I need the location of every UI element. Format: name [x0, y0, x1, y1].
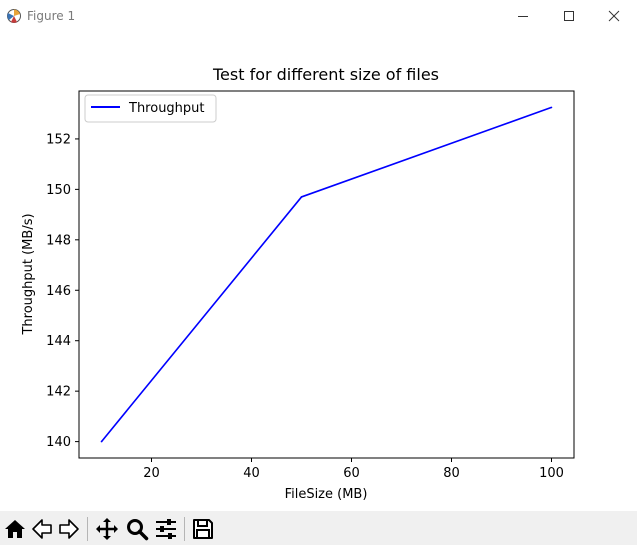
close-button[interactable]	[591, 0, 637, 32]
y-tick-label: 144	[46, 334, 71, 349]
zoom-magnifier-icon	[127, 519, 149, 541]
x-tick-label: 80	[443, 466, 460, 481]
back-arrow-icon	[32, 519, 52, 539]
y-tick-label: 150	[46, 183, 71, 198]
toolbar-separator	[87, 517, 88, 541]
x-tick-label: 60	[343, 466, 360, 481]
x-axis-label: FileSize (MB)	[285, 487, 368, 502]
zoom-button[interactable]	[124, 516, 150, 542]
data-point	[550, 106, 553, 109]
data-point	[100, 440, 103, 443]
y-tick-label: 148	[46, 233, 71, 248]
legend-label: Throughput	[128, 101, 205, 116]
series-layer	[100, 106, 553, 443]
y-tick-label: 142	[46, 385, 71, 400]
x-tick-label: 100	[539, 466, 564, 481]
x-axis: 20 40 60 80 100	[143, 458, 564, 481]
close-icon	[608, 10, 620, 22]
home-button[interactable]	[2, 516, 28, 542]
save-floppy-icon	[193, 519, 213, 539]
matplotlib-figure-icon	[6, 7, 22, 25]
title-bar[interactable]: Figure 1	[0, 0, 637, 32]
window-title: Figure 1	[27, 9, 76, 23]
legend: Throughput	[84, 94, 217, 123]
home-icon	[5, 520, 25, 538]
pan-button[interactable]	[94, 516, 120, 542]
y-axis: 140 142 144 146 148 150 152	[46, 132, 79, 450]
configure-subplots-icon	[156, 519, 176, 539]
forward-button[interactable]	[56, 516, 82, 542]
subplots-button[interactable]	[153, 516, 179, 542]
legend-box	[84, 94, 217, 123]
axes-frame	[78, 90, 575, 459]
toolbar-separator	[184, 517, 185, 541]
navigation-toolbar	[0, 511, 637, 545]
back-button[interactable]	[29, 516, 55, 542]
maximize-icon	[564, 11, 574, 21]
line-chart[interactable]: Test for different size of files 20 40 60 8…	[0, 32, 637, 511]
save-button[interactable]	[190, 516, 216, 542]
y-tick-label: 146	[46, 284, 71, 299]
y-tick-label: 140	[46, 435, 71, 450]
chart-title: Test for different size of files	[212, 65, 439, 84]
maximize-button[interactable]	[546, 0, 592, 32]
minimize-icon	[518, 16, 528, 17]
y-tick-label: 152	[46, 132, 71, 147]
y-axis-label: Throughput (MB/s)	[21, 213, 36, 335]
x-tick-label: 40	[243, 466, 260, 481]
minimize-button[interactable]	[500, 0, 546, 32]
figure-canvas[interactable]: Test for different size of files 20 40 60 8…	[0, 32, 637, 511]
x-tick-label: 20	[143, 466, 160, 481]
pan-move-icon	[96, 518, 118, 540]
plot-area	[78, 90, 575, 459]
data-point	[300, 196, 303, 198]
forward-arrow-icon	[59, 519, 79, 539]
